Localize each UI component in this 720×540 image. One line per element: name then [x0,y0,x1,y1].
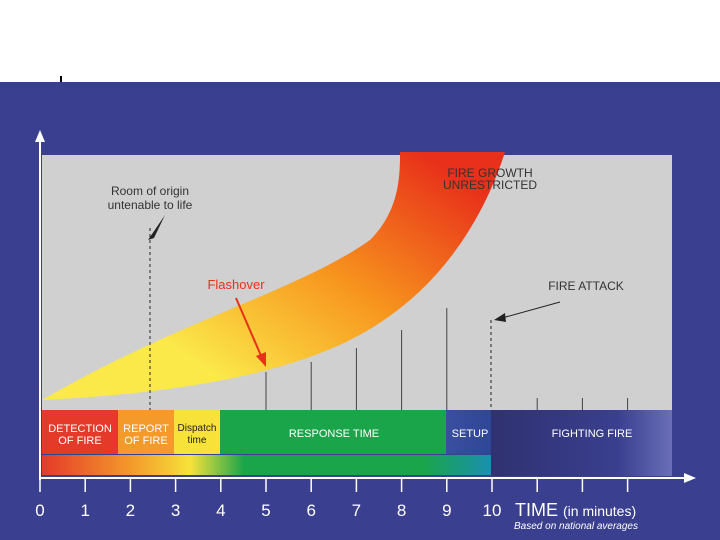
phase-bar-response [220,410,446,454]
x-tick-label: 4 [216,501,225,520]
x-tick-label: 6 [306,501,315,520]
annotation-fire-attack: FIRE ATTACK [548,279,624,293]
x-axis-tick-labels: 0 1 2 3 4 5 6 7 8 9 10 [35,501,501,520]
x-axis-title: TIME (in minutes) [515,500,636,520]
fire-growth-curve [42,152,505,400]
phase-bar-detection [42,410,118,454]
room-of-origin-arrow [148,215,165,240]
top-mark [60,76,62,82]
x-axis-note: Based on national averages [514,521,638,532]
fire-attack-arrow-line [501,301,561,319]
x-tick-label: 2 [126,501,135,520]
phase-label-report-2: OF FIRE [124,435,167,447]
phase-label-dispatch: Dispatch [178,423,217,434]
x-tick-label: 0 [35,501,44,520]
phase-label-setup: SETUP [452,428,489,440]
phase-label-detection: DETECTION [48,423,112,435]
x-tick-label: 9 [442,501,451,520]
fire-attack-arrowhead [494,313,506,322]
flashover-arrow-line [235,297,263,359]
flashover-arrowhead [256,352,266,367]
annotation-room-of-origin: Room of origin [111,184,189,198]
phase-bar-report [118,410,174,454]
phase-color-strip [42,455,491,475]
phase-label-fighting: FIGHTING FIRE [552,428,633,440]
phase-bars [42,410,672,476]
x-tick-label: 7 [352,501,361,520]
phase-bar-setup [446,410,491,454]
annotation-flashover: Flashover [207,277,265,292]
axes [39,138,688,480]
x-axis-arrow [684,473,696,483]
x-tick-label: 8 [397,501,406,520]
x-axis-unit: (in minutes) [563,503,636,519]
annotation-fire-growth-2: UNRESTRICTED [443,178,537,192]
phase-label-response: RESPONSE TIME [289,428,379,440]
x-tick-label: 10 [483,501,502,520]
phase-label-report: REPORT [123,423,169,435]
phase-label-dispatch-2: time [188,435,207,446]
annotation-fire-growth: FIRE GROWTH [447,166,532,180]
y-axis-arrow [35,130,45,142]
phase-bar-fighting [491,410,672,476]
x-tick-label: 1 [80,501,89,520]
annotation-room-of-origin-2: untenable to life [108,198,193,212]
x-tick-label: 3 [171,501,180,520]
x-tick-label: 5 [261,501,270,520]
phase-label-detection-2: OF FIRE [58,435,101,447]
minute-gridlines [265,308,629,410]
x-axis-ticks [39,478,629,492]
phase-bar-dispatch [174,410,220,454]
